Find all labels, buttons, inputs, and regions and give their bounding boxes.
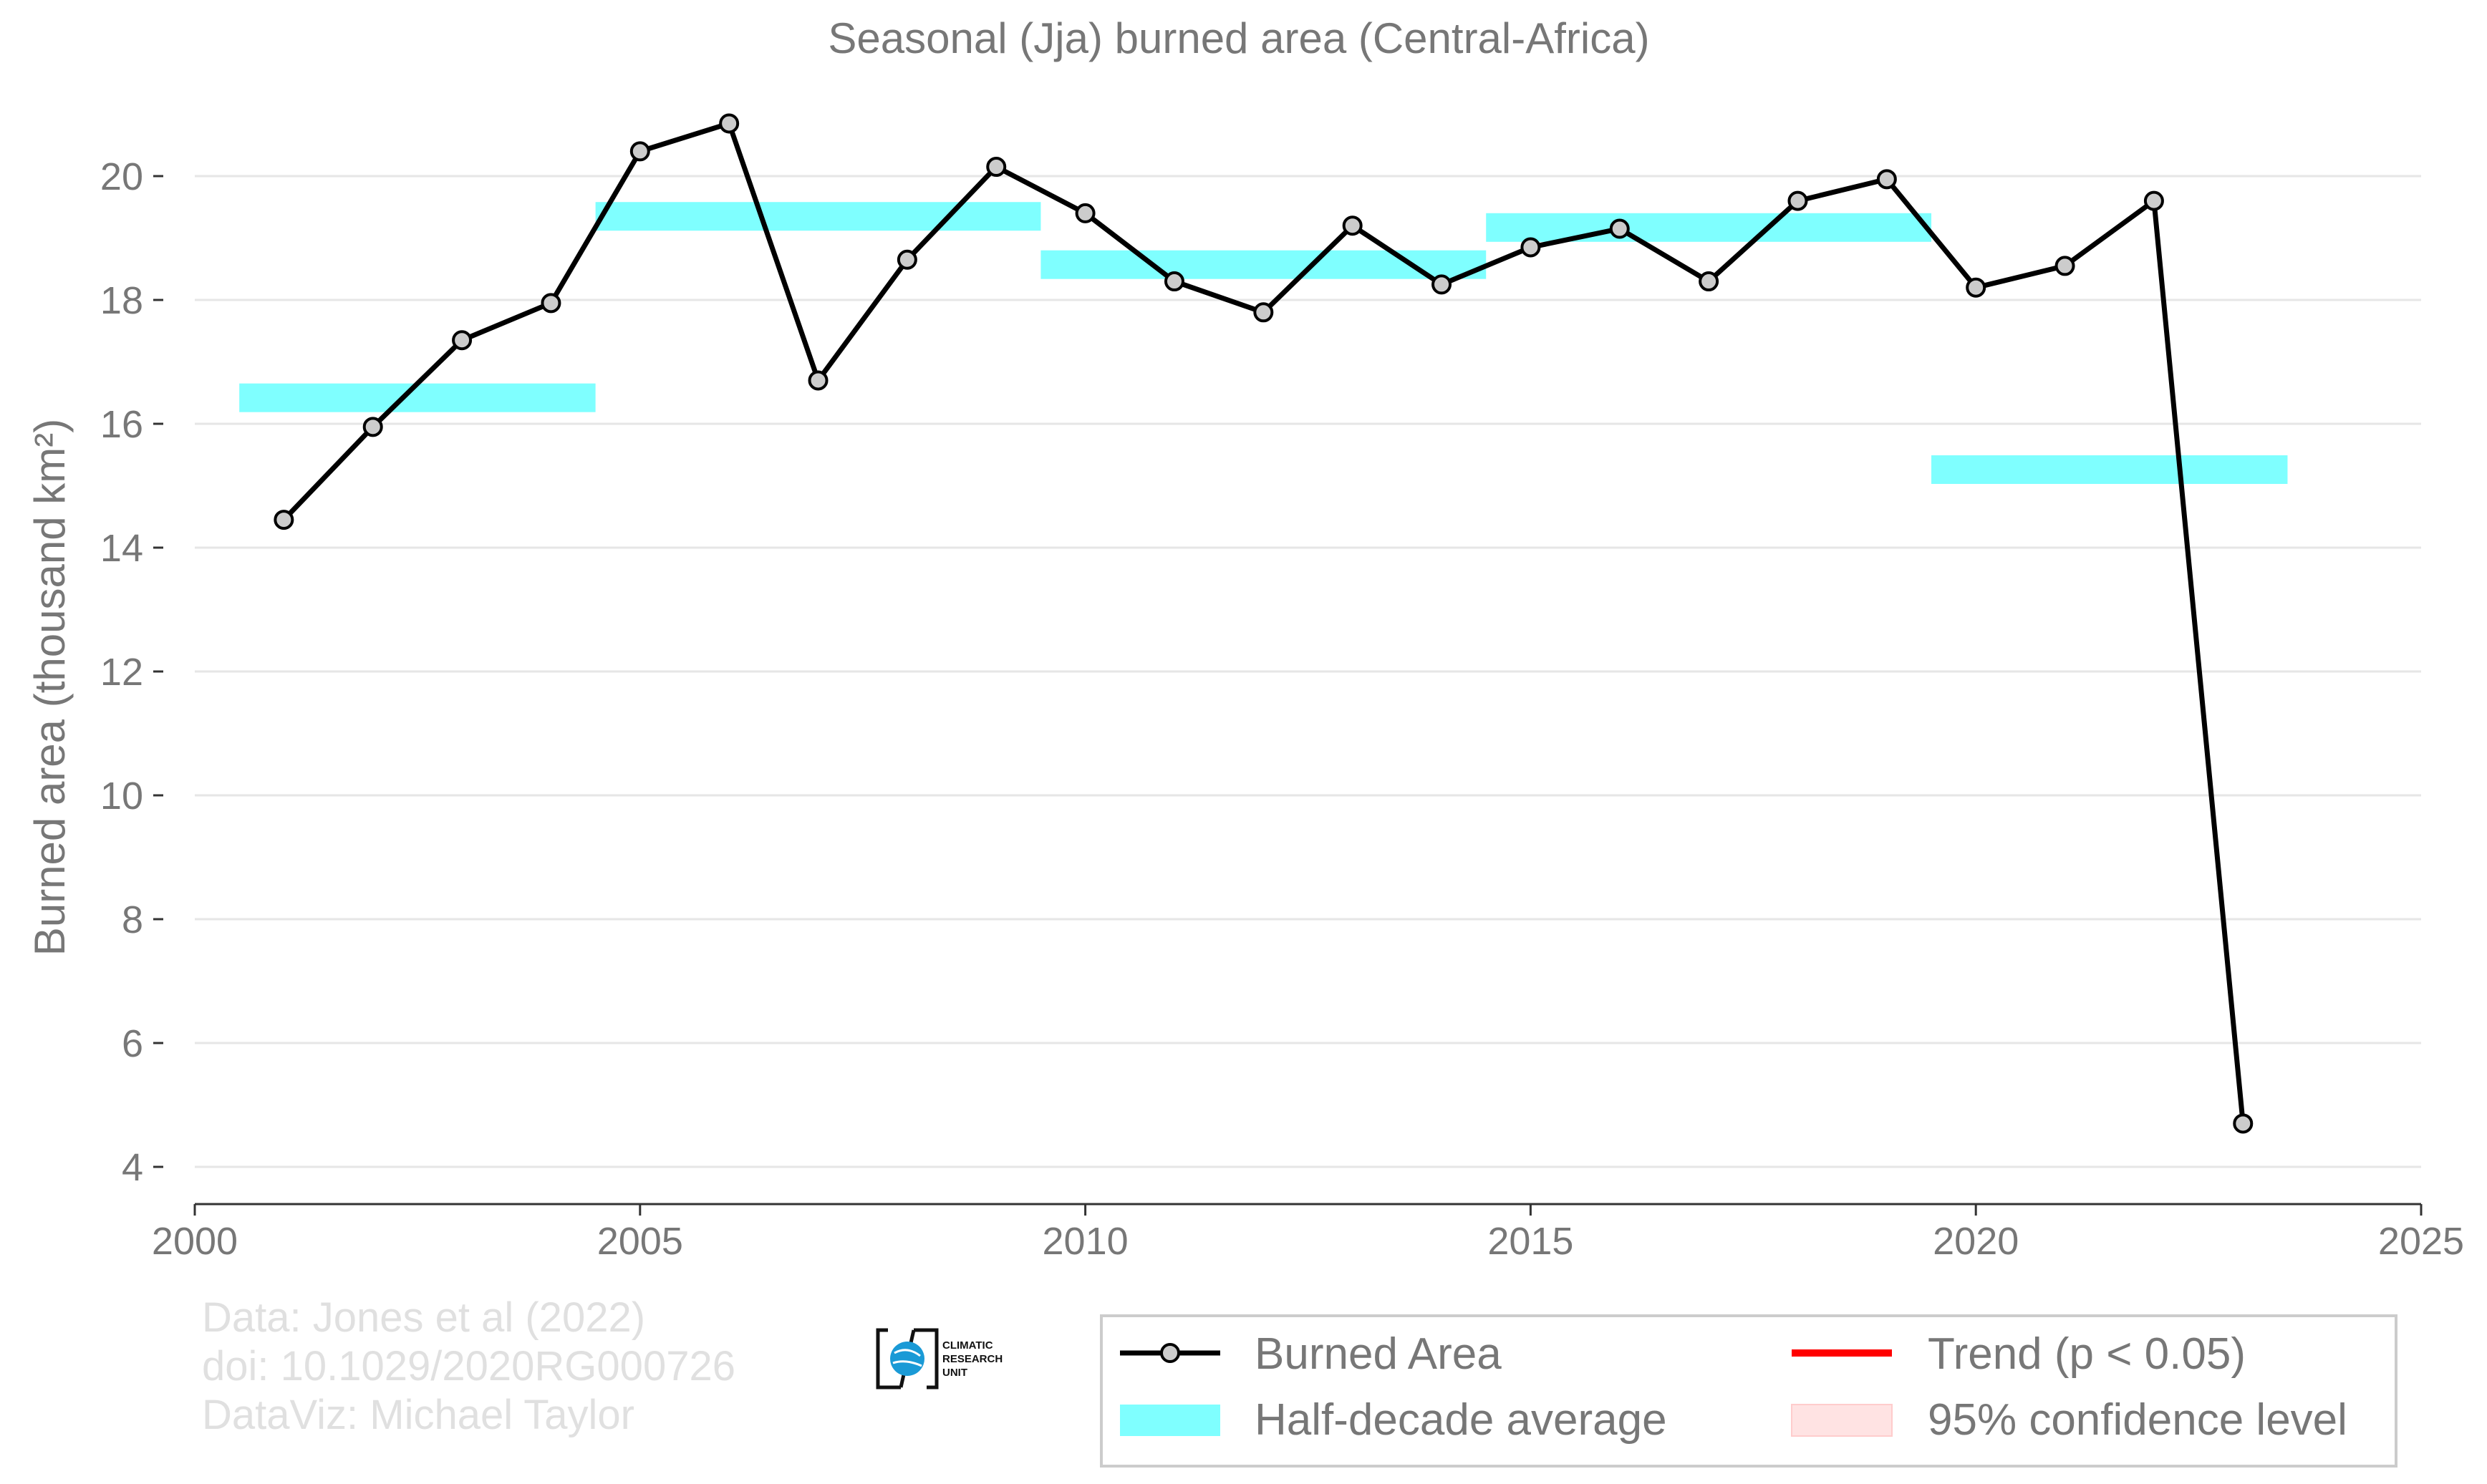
credit-dataviz: DataViz: Michael Taylor [202,1392,634,1438]
data-point [2143,190,2164,211]
y-tick-label: 6 [122,1022,143,1065]
half-decade-bar [1931,455,2288,485]
data-point [1520,237,1541,258]
half-decade-bar [1486,213,1932,242]
data-point [1787,190,1808,211]
y-tick-label: 10 [100,775,143,818]
data-point [274,510,294,530]
data-point [1431,274,1452,295]
data-point [719,113,740,134]
half-decade-bar [239,383,596,412]
data-point [1342,215,1363,236]
data-point [1164,271,1184,292]
legend-confidence-swatch [1791,1404,1893,1437]
data-point [1876,169,1897,190]
gridlines [195,175,2421,1168]
chart-title: Seasonal (Jja) burned area (Central-Afri… [828,14,1649,62]
logo-bracket-right [914,1328,939,1390]
half-decade-bar [1040,250,1487,279]
data-point [2233,1113,2254,1134]
y-tick-label: 16 [100,403,143,446]
data-point [808,370,829,391]
data-point [1253,302,1274,323]
x-tick-label: 2025 [2378,1220,2464,1263]
logo-text-3: UNIT [942,1367,967,1379]
data-point [1609,218,1630,239]
logo-bracket-left [876,1328,901,1390]
y-tick-label: 8 [122,898,143,941]
y-tick-label: 18 [100,279,143,322]
half-decade-bars [239,202,2288,485]
cru-logo: CLIMATIC RESEARCH UNIT [876,1328,1003,1390]
y-tick-label: 12 [100,651,143,694]
credits: Data: Jones et al (2022) doi: 10.1029/20… [202,1294,735,1438]
half-decade-bar [595,202,1041,231]
y-tick-label: 20 [100,155,143,198]
y-tick-label: 4 [122,1146,143,1189]
globe-icon [890,1342,924,1376]
legend-box [1100,1314,2397,1468]
legend-trend: Trend (p < 0.05) [1928,1329,2246,1379]
data-point [1699,271,1719,292]
credit-doi: doi: 10.1029/2020RG000726 [202,1343,735,1390]
data-point [629,141,650,162]
data-point [986,157,1007,178]
logo-text-1: CLIMATIC [942,1339,993,1352]
data-point [541,293,561,314]
y-tick-labels: 4 6 8 10 12 14 16 18 20 [100,155,163,1189]
globe-lines [892,1349,922,1367]
data-point [1075,203,1096,223]
x-tick-label: 2020 [1933,1220,2019,1263]
x-tick-labels: 2000 2005 2010 2015 2020 2025 [152,1204,2464,1263]
credit-data: Data: Jones et al (2022) [202,1294,645,1341]
legend-half-decade-swatch [1120,1405,1220,1436]
logo-text-2: RESEARCH [942,1353,1003,1365]
legend-burned-area: Burned Area [1255,1329,1502,1379]
legend-marker-swatch [1160,1343,1180,1363]
legend-confidence: 95% confidence level [1928,1395,2347,1445]
y-axis-label: Burned area (thousand km²) [26,419,74,956]
data-point [897,249,917,270]
data-points [274,113,2254,1134]
x-tick-label: 2010 [1043,1220,1129,1263]
legend-half-decade: Half-decade average [1255,1395,1667,1445]
legend: Burned Area Half-decade average Trend (p… [1100,1314,2397,1468]
x-tick-label: 2005 [597,1220,683,1263]
data-point [362,417,383,437]
data-point [2054,256,2075,276]
data-point [1966,277,1986,298]
x-tick-label: 2000 [152,1220,238,1263]
data-point [452,330,473,351]
x-tick-label: 2015 [1487,1220,1573,1263]
y-tick-label: 14 [100,527,143,570]
